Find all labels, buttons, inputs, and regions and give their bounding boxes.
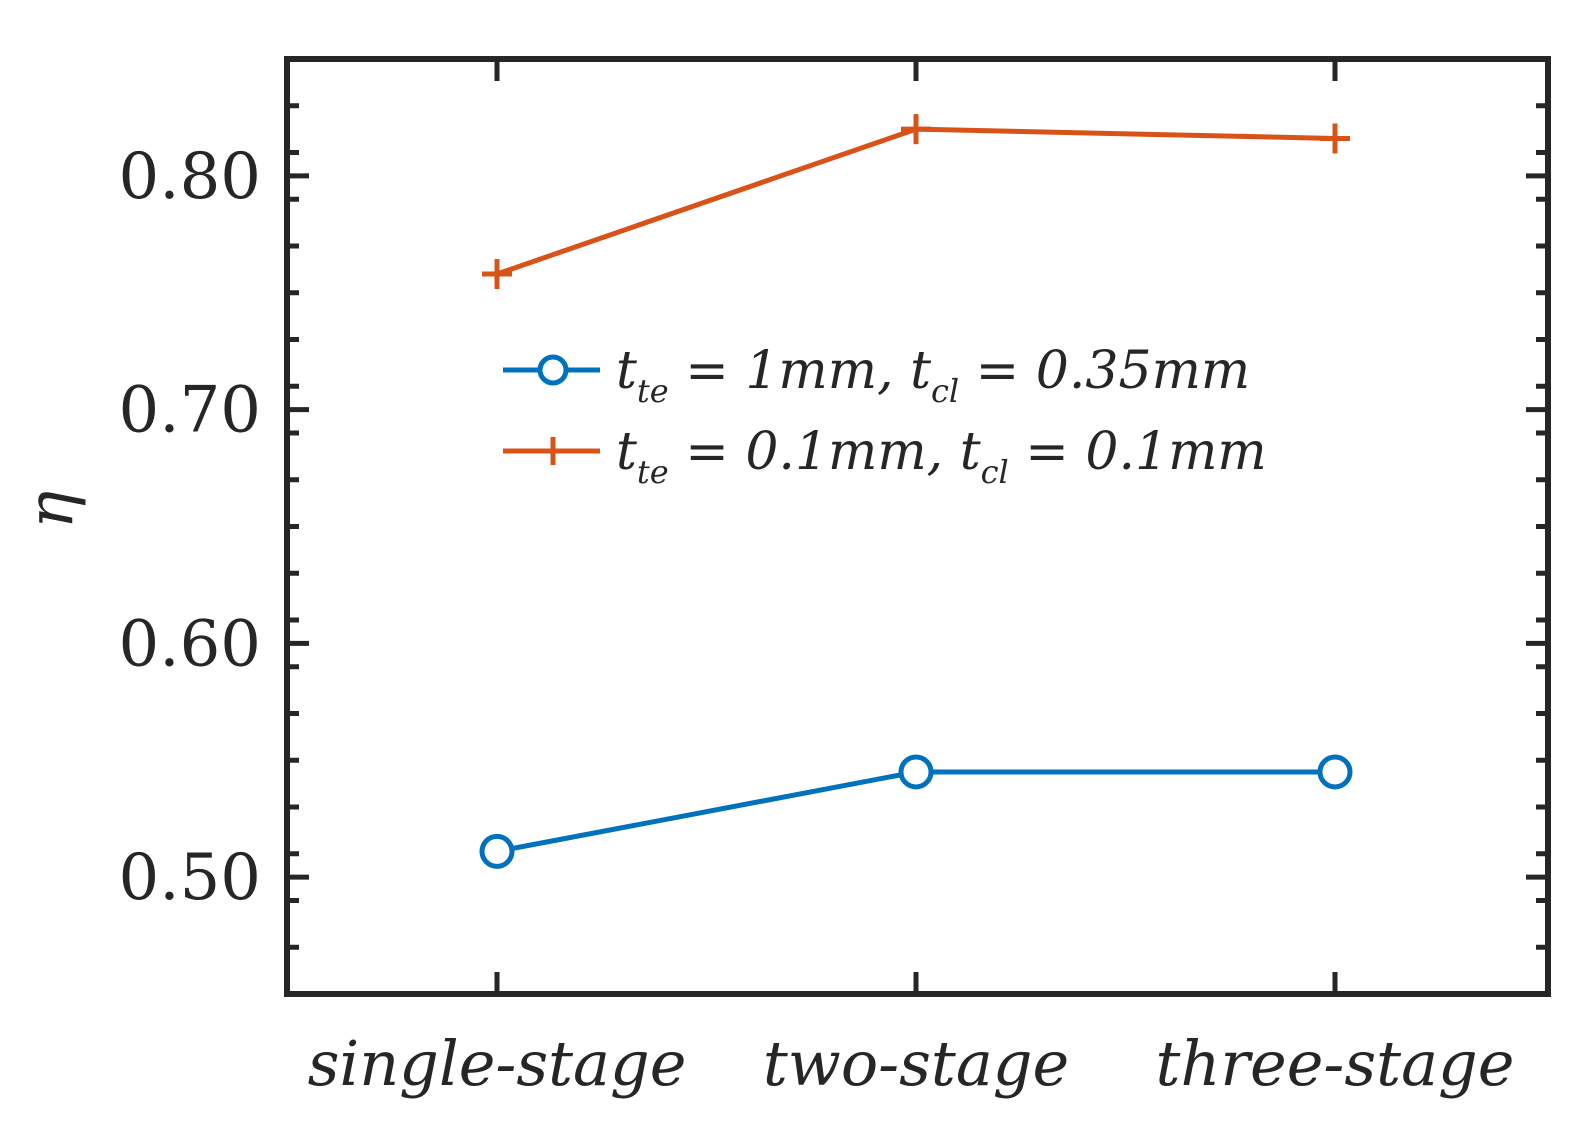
y-tick-label: 0.70 (119, 374, 262, 448)
series-0-point-2 (1317, 754, 1353, 790)
y-axis-title: η (14, 491, 88, 529)
y-tick-label: 0.50 (119, 841, 262, 915)
y-tick-label: 0.60 (119, 607, 262, 681)
x-tick-label-two-stage: two-stage (763, 1027, 1069, 1100)
series-1-point-1 (901, 114, 931, 145)
legend-text-part: t (910, 341, 931, 401)
legend-subscript: te (637, 453, 669, 491)
series-0-point-1 (898, 754, 934, 790)
legend-entry-0: tte = 1mm, tcl = 0.35mm (503, 341, 1250, 410)
x-tick-label-single-stage: single-stage (308, 1027, 687, 1100)
legend-subscript: te (637, 372, 669, 410)
series-0-point-0 (479, 833, 515, 869)
legend-label-0: tte = 1mm, tcl = 0.35mm (616, 341, 1250, 410)
legend-label-1: tte = 0.1mm, tcl = 0.1mm (616, 422, 1267, 491)
legend-marker-circle (537, 354, 569, 386)
legend-text-part: = 0.1mm, (669, 422, 960, 482)
legend-text-part: t (616, 422, 637, 482)
x-tick-label-three-stage: three-stage (1156, 1027, 1515, 1100)
legend-text-part: t (616, 341, 637, 401)
legend-text-part: = 0.35mm (959, 341, 1250, 401)
y-tick-label: 0.80 (119, 140, 262, 214)
plot-frame (284, 56, 1551, 997)
legend-entry-1: tte = 0.1mm, tcl = 0.1mm (503, 422, 1267, 491)
legend-subscript: cl (981, 453, 1009, 491)
series-1-point-0 (482, 259, 512, 290)
legend-text-part: t (960, 422, 981, 482)
series-line-1 (496, 126, 1336, 277)
legend-subscript: cl (931, 372, 959, 410)
series-1-point-2 (1320, 123, 1350, 154)
legend-text-part: = 1mm, (669, 341, 910, 401)
legend-text-part: = 0.1mm (1009, 422, 1267, 482)
